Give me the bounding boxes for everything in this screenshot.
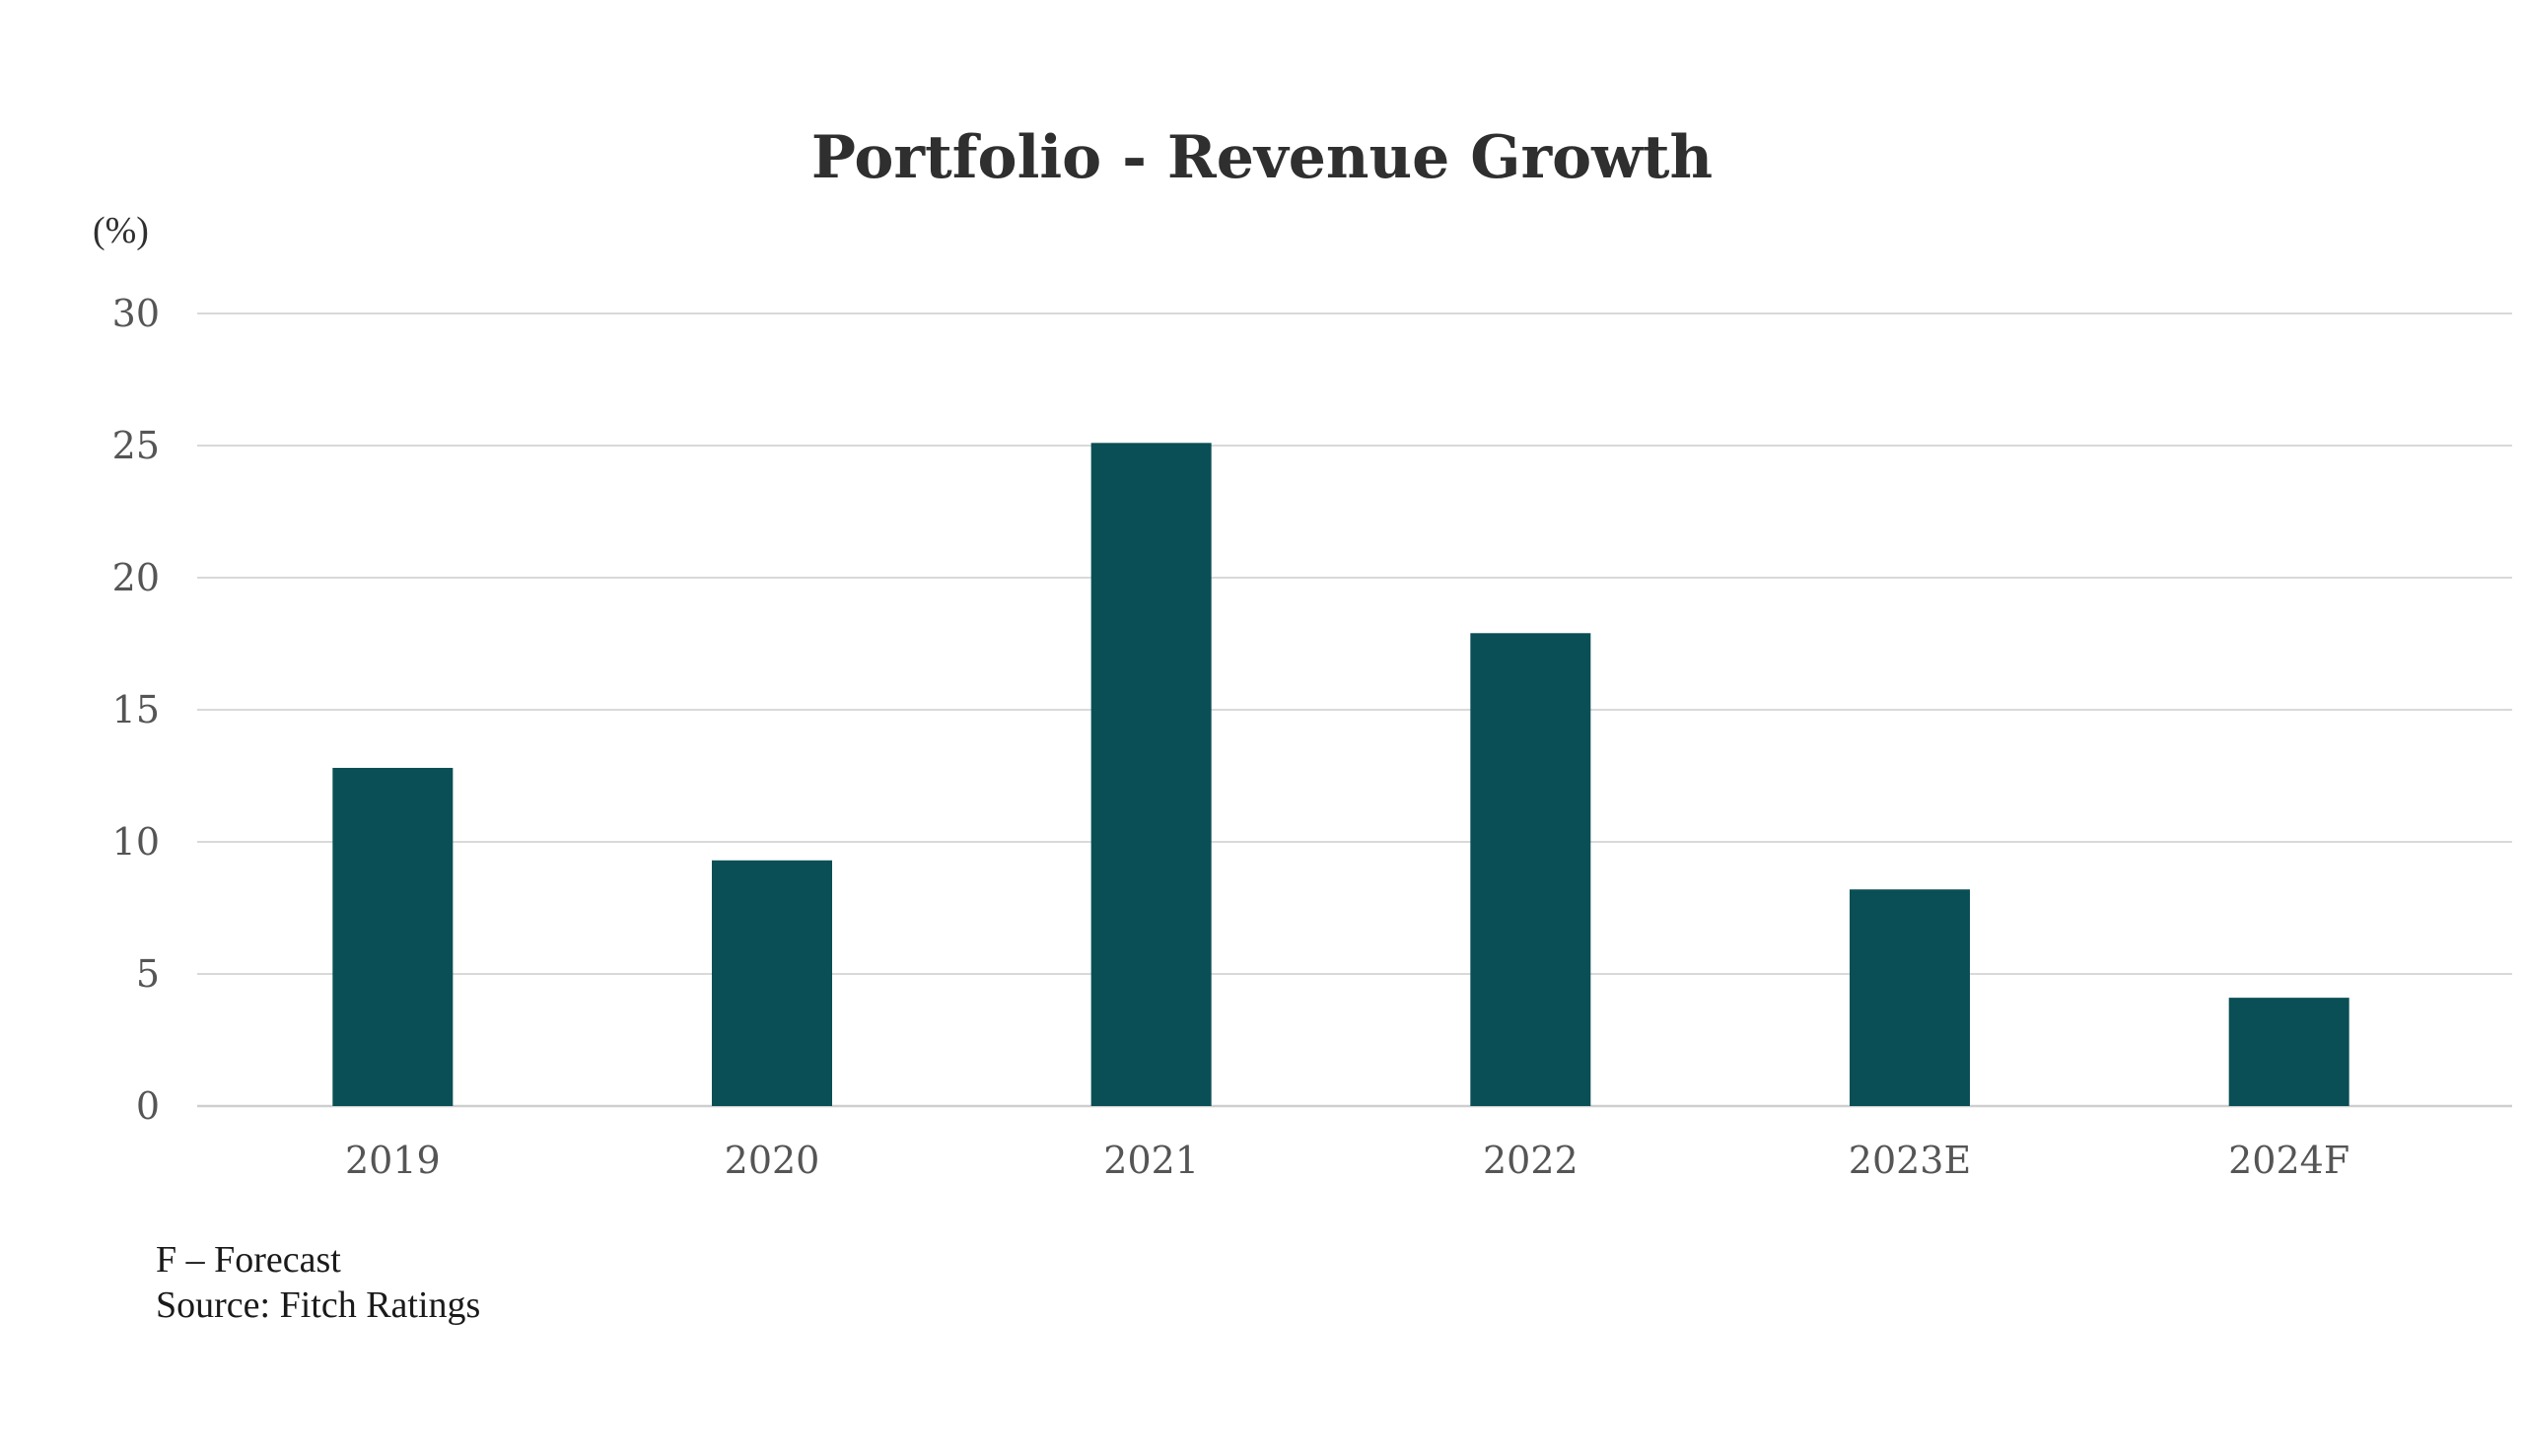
bar-2021 <box>1090 443 1212 1106</box>
y-tick-label: 25 <box>112 424 160 467</box>
bar-2022 <box>1470 633 1591 1106</box>
x-category-label: 2023E <box>1849 1139 1971 1182</box>
x-axis-categories: 2019 2020 2021 2022 2023E 2024F <box>345 1139 2349 1182</box>
y-tick-label: 5 <box>136 952 160 996</box>
forecast-footnote: F – Forecast <box>156 1239 341 1281</box>
y-tick-label: 10 <box>112 820 160 864</box>
x-category-label: 2024F <box>2228 1139 2349 1182</box>
bar-2020 <box>712 860 832 1106</box>
source-footnote: Source: Fitch Ratings <box>156 1284 480 1326</box>
y-tick-label: 30 <box>112 292 160 335</box>
bar-2023e <box>1850 889 1970 1106</box>
x-category-label: 2021 <box>1103 1139 1199 1182</box>
x-category-label: 2020 <box>725 1139 820 1182</box>
y-axis-unit-label: (%) <box>93 210 149 251</box>
gridlines <box>197 312 2512 1108</box>
bars <box>332 443 2349 1106</box>
y-tick-label: 20 <box>112 556 160 599</box>
y-tick-label: 15 <box>112 688 160 731</box>
chart-title: Portfolio - Revenue Growth <box>811 123 1713 192</box>
bar-2019 <box>332 767 454 1106</box>
x-category-label: 2019 <box>345 1139 441 1182</box>
y-axis-ticks: 0 5 10 15 20 25 30 <box>112 292 160 1128</box>
x-category-label: 2022 <box>1483 1139 1578 1182</box>
y-tick-label: 0 <box>136 1084 160 1128</box>
bar-2024f <box>2228 998 2349 1106</box>
